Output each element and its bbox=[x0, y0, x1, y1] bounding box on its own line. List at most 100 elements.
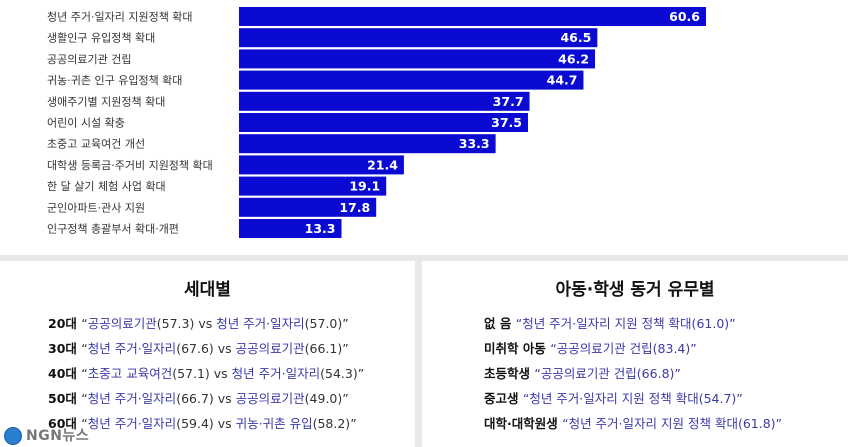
children-row: 대학·대학원생 “청년 주거·일자리 지원 정책 확대(61.8)” bbox=[484, 411, 838, 436]
category-label: 군인아파트·관사 지원 bbox=[47, 201, 145, 214]
row-quote-open: “ bbox=[81, 366, 88, 381]
row-text: “청년 주거·일자리 지원 정책 확대(54.7)” bbox=[522, 391, 743, 406]
category-label: 청년 주거·일자리 지원정책 확대 bbox=[47, 10, 193, 24]
row-key: 중고생 bbox=[484, 391, 523, 406]
generation-panel-title: 세대별 bbox=[184, 280, 231, 300]
row-item-a: 청년 주거·일자리 bbox=[87, 341, 177, 356]
row-key: 20대 bbox=[48, 316, 82, 331]
value-label: 13.3 bbox=[305, 221, 336, 236]
row-value-a: (57.3) bbox=[156, 316, 195, 331]
summary-panels: 세대별 20대 “공공의료기관(57.3) vs 청년 주거·일자리(57.0)… bbox=[0, 255, 848, 447]
bar-chart: 청년 주거·일자리 지원정책 확대 60.6 생활인구 유입정책 확대 46.5 공공의… bbox=[47, 7, 706, 238]
logo-text: NGN뉴스 bbox=[26, 428, 90, 444]
row-text: “공공의료기관 건립(83.4)” bbox=[550, 341, 697, 356]
generation-row: 60대 “청년 주거·일자리(59.4) vs 귀농·귀촌 유입(58.2)” bbox=[48, 411, 405, 436]
row-item-a: 공공의료기관 bbox=[87, 316, 157, 331]
row-vs: vs bbox=[194, 316, 217, 331]
row-value-a: (57.1) bbox=[172, 366, 210, 381]
value-label: 44.7 bbox=[547, 73, 578, 88]
children-row: 중고생 “청년 주거·일자리 지원 정책 확대(54.7)” bbox=[484, 386, 838, 411]
generation-row: 30대 “청년 주거·일자리(67.6) vs 공공의료기관(66.1)” bbox=[48, 336, 405, 361]
generation-panel: 세대별 20대 “공공의료기관(57.3) vs 청년 주거·일자리(57.0)… bbox=[0, 261, 415, 447]
children-panel: 아동·학생 동거 유무별 없 음 “청년 주거·일자리 지원 정책 확대(61.… bbox=[422, 261, 848, 447]
row-text: “공공의료기관 건립(66.8)” bbox=[534, 366, 681, 381]
row-value-b: (49.0) bbox=[304, 391, 343, 406]
bar bbox=[239, 70, 584, 90]
row-value-b: (58.2) bbox=[312, 416, 351, 431]
category-label: 어린이 시설 확충 bbox=[47, 117, 125, 130]
row-text: “청년 주거·일자리 지원 정책 확대(61.8)” bbox=[562, 416, 783, 431]
row-key: 미취학 아동 bbox=[484, 341, 551, 356]
children-row: 미취학 아동 “공공의료기관 건립(83.4)” bbox=[484, 336, 838, 361]
row-quote-close: ” bbox=[342, 391, 349, 406]
row-quote-close: ” bbox=[350, 416, 357, 431]
bar-chart-svg: 청년 주거·일자리 지원정책 확대 60.6 생활인구 유입정책 확대 46.5 공공의… bbox=[47, 7, 706, 238]
row-key: 40대 bbox=[48, 366, 82, 381]
bar bbox=[239, 49, 596, 69]
bar bbox=[239, 134, 496, 154]
row-item-b: 공공의료기관 bbox=[235, 391, 305, 406]
children-row: 없 음 “청년 주거·일자리 지원 정책 확대(61.0)” bbox=[484, 311, 838, 336]
row-value-a: (67.6) bbox=[176, 341, 214, 356]
row-quote-close: ” bbox=[342, 316, 349, 331]
row-key: 50대 bbox=[48, 391, 82, 406]
row-vs: vs bbox=[209, 366, 232, 381]
row-vs: vs bbox=[213, 341, 236, 356]
row-value-a: (66.7) bbox=[176, 391, 214, 406]
category-label: 생활인구 유입정책 확대 bbox=[47, 31, 155, 45]
generation-row: 50대 “청년 주거·일자리(66.7) vs 공공의료기관(49.0)” bbox=[48, 386, 405, 411]
category-label: 초중고 교육여건 개선 bbox=[47, 138, 145, 151]
value-label: 60.6 bbox=[669, 9, 700, 24]
category-label: 공공의료기관 건립 bbox=[47, 53, 131, 66]
children-panel-title: 아동·학생 동거 유무별 bbox=[555, 280, 715, 300]
row-quote-open: “ bbox=[81, 391, 88, 406]
value-label: 37.5 bbox=[491, 115, 522, 130]
row-item-b: 청년 주거·일자리 bbox=[231, 366, 321, 381]
row-key: 없 음 bbox=[484, 316, 516, 331]
row-quote-open: “ bbox=[81, 341, 88, 356]
category-label: 대학생 등록금·주거비 지원정책 확대 bbox=[47, 159, 213, 172]
row-quote-open: “ bbox=[81, 316, 88, 331]
row-item-a: 초중고 교육여건 bbox=[87, 366, 173, 381]
row-item-b: 청년 주거·일자리 bbox=[216, 316, 305, 331]
row-vs: vs bbox=[213, 416, 236, 431]
generation-row: 20대 “공공의료기관(57.3) vs 청년 주거·일자리(57.0)” bbox=[48, 311, 405, 336]
row-item-b: 귀농·귀촌 유입 bbox=[235, 416, 313, 431]
row-value-b: (54.3) bbox=[320, 366, 358, 381]
row-vs: vs bbox=[213, 391, 236, 406]
row-item-a: 청년 주거·일자리 bbox=[87, 416, 177, 431]
row-quote-close: ” bbox=[357, 366, 365, 381]
category-label: 귀농·귀촌 인구 유입정책 확대 bbox=[47, 74, 182, 87]
category-label: 인구정책 총괄부서 확대·개편 bbox=[47, 223, 179, 236]
row-text: “청년 주거·일자리 지원 정책 확대(61.0)” bbox=[515, 316, 736, 331]
value-label: 46.2 bbox=[558, 51, 589, 66]
bar bbox=[239, 7, 706, 26]
row-value-b: (66.1) bbox=[304, 341, 343, 356]
children-rows: 없 음 “청년 주거·일자리 지원 정책 확대(61.0)” 미취학 아동 “공공… bbox=[484, 311, 838, 436]
value-label: 33.3 bbox=[459, 136, 490, 151]
value-label: 19.1 bbox=[349, 179, 380, 194]
bar bbox=[239, 197, 377, 217]
bar bbox=[239, 219, 342, 238]
generation-row: 40대 “초중고 교육여건(57.1) vs 청년 주거·일자리(54.3)” bbox=[48, 361, 405, 386]
row-key: 초등학생 bbox=[484, 366, 535, 381]
bar bbox=[239, 176, 387, 196]
value-label: 21.4 bbox=[367, 157, 398, 172]
value-label: 37.7 bbox=[493, 94, 524, 109]
bar bbox=[239, 113, 528, 132]
bar bbox=[239, 91, 530, 111]
value-label: 17.8 bbox=[339, 200, 370, 215]
row-item-a: 청년 주거·일자리 bbox=[87, 391, 177, 406]
row-key: 30대 bbox=[48, 341, 82, 356]
row-value-a: (59.4) bbox=[176, 416, 214, 431]
globe-logo-icon bbox=[4, 427, 22, 445]
bar bbox=[239, 155, 404, 175]
bar bbox=[239, 28, 598, 48]
row-quote-open: “ bbox=[81, 416, 88, 431]
row-value-b: (57.0) bbox=[304, 316, 343, 331]
category-label: 한 달 살기 체험 사업 확대 bbox=[47, 180, 166, 193]
row-key: 대학·대학원생 bbox=[484, 416, 563, 431]
children-row: 초등학생 “공공의료기관 건립(66.8)” bbox=[484, 361, 838, 386]
generation-rows: 20대 “공공의료기관(57.3) vs 청년 주거·일자리(57.0)” 30대… bbox=[48, 311, 405, 436]
row-item-b: 공공의료기관 bbox=[235, 341, 305, 356]
